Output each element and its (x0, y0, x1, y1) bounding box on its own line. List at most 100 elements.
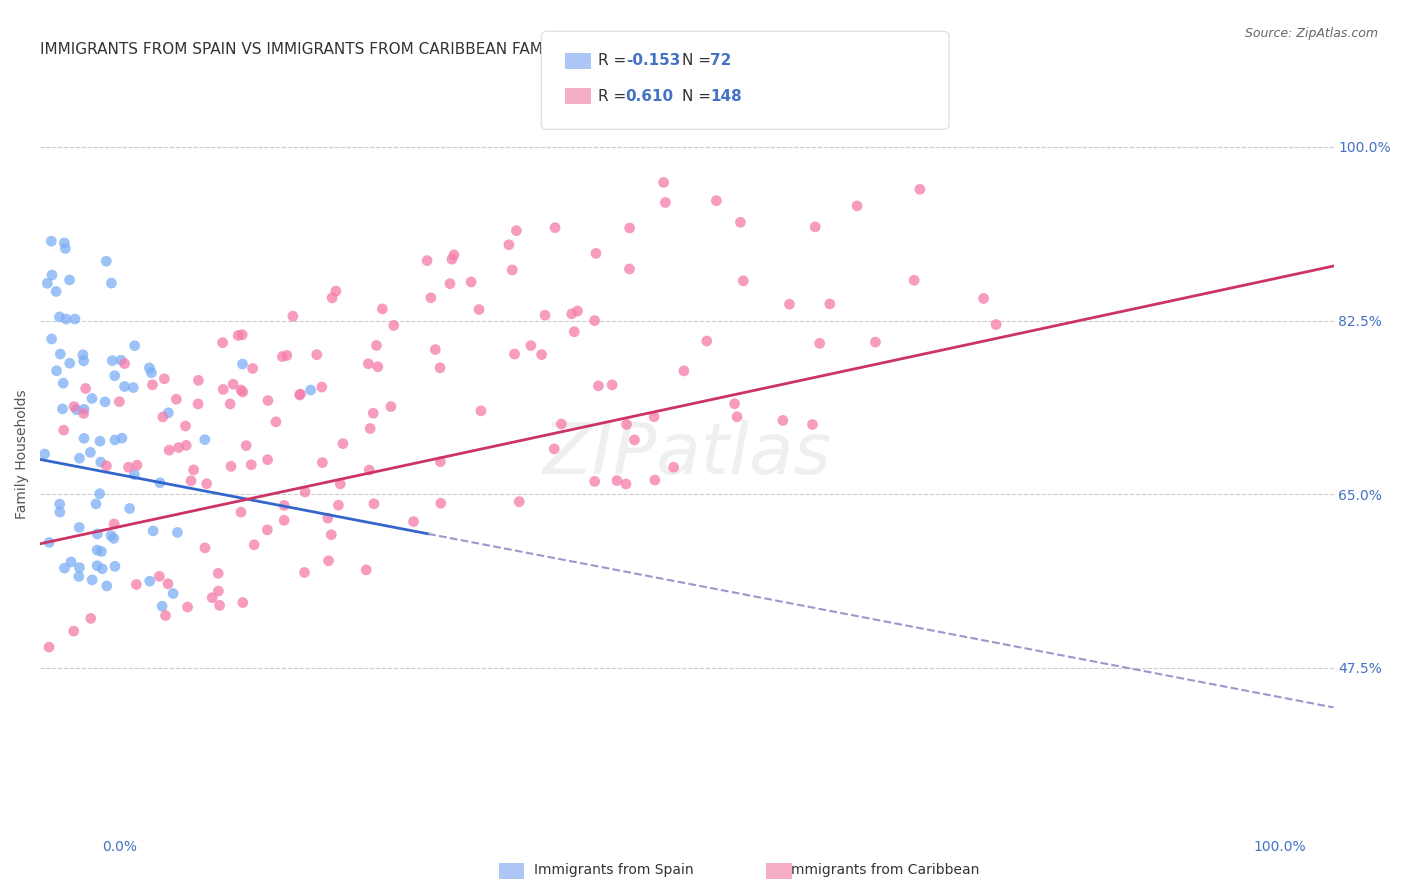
Caribbean (501, 263, 523, 277)
Caribbean (212, 383, 235, 397)
Caribbean (276, 348, 298, 362)
Spain (59, 356, 82, 370)
Caribbean (416, 253, 439, 268)
Caribbean (80, 611, 103, 625)
Caribbean (329, 476, 352, 491)
Caribbean (363, 497, 385, 511)
Spain (141, 366, 163, 380)
Caribbean (654, 195, 676, 210)
Caribbean (52, 423, 75, 437)
Spain (58, 273, 80, 287)
Text: R =: R = (598, 89, 631, 103)
Caribbean (973, 292, 995, 306)
Caribbean (367, 359, 389, 374)
Caribbean (366, 338, 388, 352)
Spain (86, 543, 108, 558)
Spain (55, 242, 77, 256)
Caribbean (201, 591, 224, 605)
Caribbean (165, 392, 187, 407)
Text: Source: ZipAtlas.com: Source: ZipAtlas.com (1244, 27, 1378, 40)
Spain (96, 254, 118, 268)
Spain (166, 525, 188, 540)
Caribbean (778, 297, 800, 311)
Spain (49, 347, 72, 361)
Spain (63, 312, 86, 326)
Caribbean (167, 441, 190, 455)
Caribbean (243, 538, 266, 552)
Spain (103, 532, 125, 546)
Caribbean (242, 361, 264, 376)
Caribbean (733, 274, 755, 288)
Caribbean (294, 485, 316, 500)
Caribbean (321, 291, 343, 305)
Caribbean (273, 499, 295, 513)
Caribbean (62, 624, 84, 639)
Caribbean (903, 273, 925, 287)
Text: IMMIGRANTS FROM SPAIN VS IMMIGRANTS FROM CARIBBEAN FAMILY HOUSEHOLDS CORRELATION: IMMIGRANTS FROM SPAIN VS IMMIGRANTS FROM… (41, 42, 846, 57)
Caribbean (273, 513, 295, 527)
Caribbean (219, 397, 242, 411)
Caribbean (583, 313, 606, 327)
Caribbean (235, 439, 257, 453)
Caribbean (440, 252, 463, 267)
Spain (52, 376, 75, 391)
Caribbean (222, 377, 245, 392)
Caribbean (865, 335, 887, 350)
Spain (73, 431, 96, 445)
Caribbean (725, 409, 748, 424)
Spain (41, 332, 63, 346)
Spain (100, 276, 122, 290)
Spain (79, 445, 101, 459)
Caribbean (505, 224, 527, 238)
Caribbean (103, 516, 125, 531)
Text: Immigrants from Caribbean: Immigrants from Caribbean (787, 863, 980, 877)
Spain (73, 353, 96, 368)
Caribbean (380, 400, 402, 414)
Caribbean (508, 494, 530, 508)
Spain (149, 475, 172, 490)
Spain (37, 277, 59, 291)
Caribbean (176, 600, 198, 615)
Caribbean (174, 419, 197, 434)
Spain (111, 431, 134, 445)
Spain (53, 561, 76, 575)
Caribbean (534, 308, 557, 322)
Spain (55, 312, 77, 326)
Caribbean (257, 393, 280, 408)
Spain (49, 505, 72, 519)
Caribbean (361, 406, 384, 420)
Text: Immigrants from Spain: Immigrants from Spain (534, 863, 695, 877)
Caribbean (585, 246, 607, 260)
Caribbean (402, 515, 425, 529)
Caribbean (429, 360, 451, 375)
Spain (86, 527, 108, 541)
Caribbean (208, 599, 231, 613)
Caribbean (96, 458, 118, 473)
Text: 72: 72 (710, 54, 731, 68)
Caribbean (623, 433, 645, 447)
Caribbean (730, 215, 752, 229)
Caribbean (114, 357, 136, 371)
Caribbean (354, 563, 377, 577)
Spain (82, 573, 104, 587)
Caribbean (419, 291, 441, 305)
Spain (122, 380, 145, 394)
Text: 100.0%: 100.0% (1253, 840, 1306, 855)
Spain (38, 535, 60, 549)
Caribbean (180, 474, 202, 488)
Spain (72, 348, 94, 362)
Spain (104, 433, 127, 447)
Text: N =: N = (682, 54, 716, 68)
Caribbean (219, 459, 242, 474)
Spain (45, 285, 67, 299)
Caribbean (290, 387, 312, 401)
Text: -0.153: -0.153 (626, 54, 681, 68)
Spain (73, 402, 96, 417)
Text: 148: 148 (710, 89, 742, 103)
Text: 0.0%: 0.0% (103, 840, 136, 855)
Caribbean (256, 523, 278, 537)
Caribbean (908, 182, 931, 196)
Caribbean (207, 584, 229, 599)
Spain (90, 455, 112, 469)
Caribbean (117, 460, 139, 475)
